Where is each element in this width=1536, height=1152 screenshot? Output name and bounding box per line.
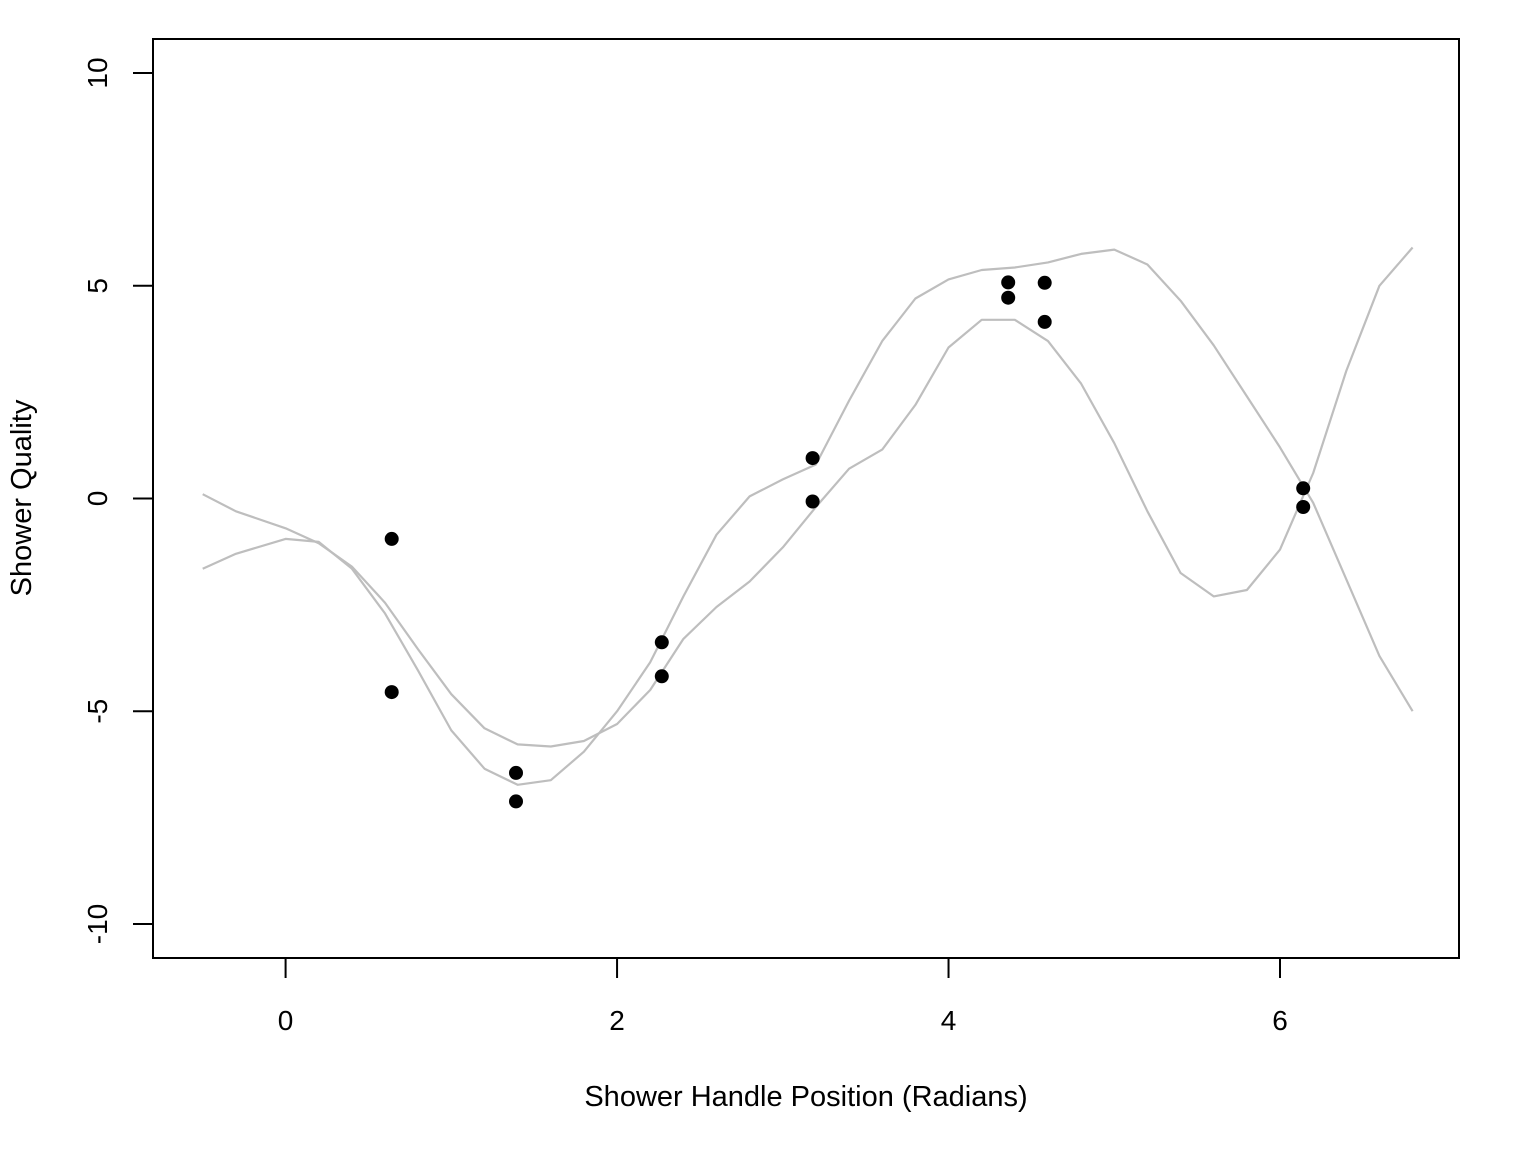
x-axis-label: Shower Handle Position (Radians) xyxy=(584,1081,1027,1113)
x-tick-label: 6 xyxy=(1272,1005,1288,1036)
data-point xyxy=(1001,290,1016,305)
y-axis: -10 -5 0 5 10 xyxy=(82,57,154,944)
data-points xyxy=(384,275,1311,809)
y-tick-label: -10 xyxy=(82,904,113,944)
fit-curves xyxy=(202,246,1414,786)
y-tick-label: 10 xyxy=(82,57,113,88)
x-axis: 0 2 4 6 xyxy=(278,957,1288,1036)
y-tick-label: -5 xyxy=(82,699,113,724)
data-point xyxy=(654,635,669,650)
data-point xyxy=(805,494,820,509)
y-tick-label: 5 xyxy=(82,278,113,294)
x-tick-label: 2 xyxy=(609,1005,625,1036)
data-point xyxy=(1037,314,1052,329)
data-point xyxy=(509,765,523,780)
fit-curve-2 xyxy=(202,248,1414,786)
data-point xyxy=(1296,481,1311,496)
data-point xyxy=(1001,275,1016,290)
data-point xyxy=(1037,275,1052,290)
data-point xyxy=(509,794,523,809)
x-tick-label: 0 xyxy=(278,1005,294,1036)
data-point xyxy=(805,451,820,466)
data-point xyxy=(654,669,669,684)
data-point xyxy=(1296,500,1311,514)
plot-frame xyxy=(152,38,1460,959)
x-tick-label: 4 xyxy=(941,1005,957,1036)
y-tick-label: 0 xyxy=(82,491,113,507)
data-point xyxy=(384,685,399,700)
data-point xyxy=(384,531,399,546)
y-axis-label: Shower Quality xyxy=(6,399,38,596)
